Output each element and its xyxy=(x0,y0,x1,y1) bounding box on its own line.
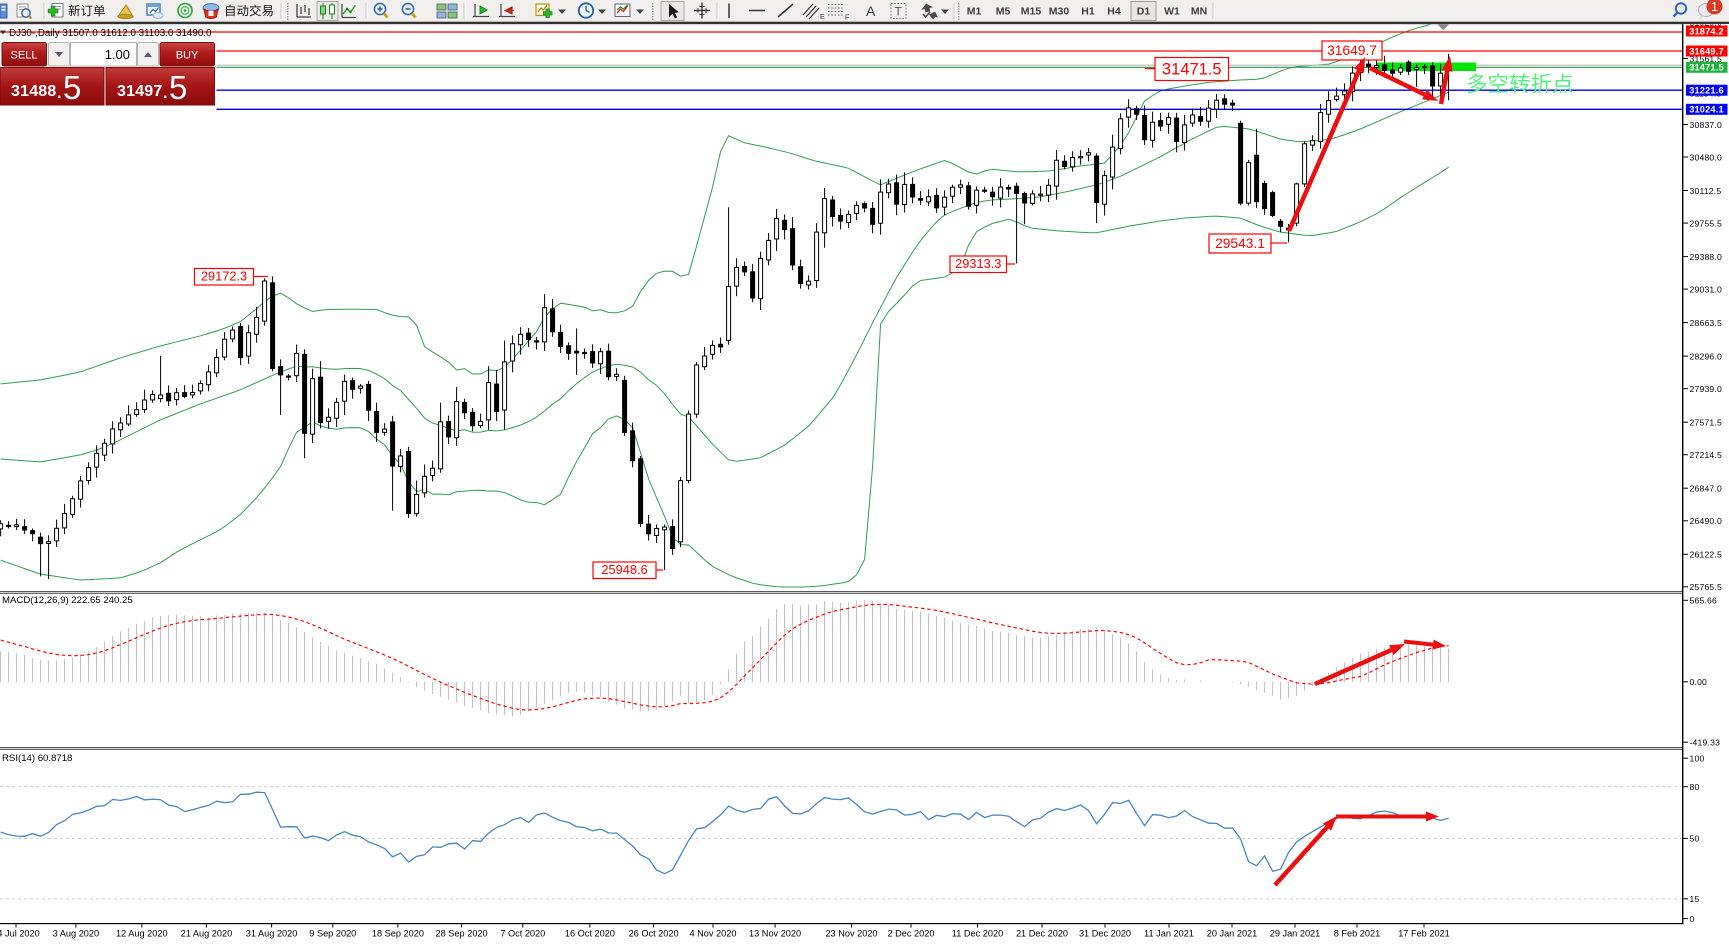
svg-text:27214.5: 27214.5 xyxy=(1690,450,1722,460)
svg-text:0.00: 0.00 xyxy=(1690,677,1708,687)
svg-text:1.00: 1.00 xyxy=(105,47,130,62)
svg-text:26490.0: 26490.0 xyxy=(1690,516,1722,526)
svg-text:W1: W1 xyxy=(1164,6,1180,18)
svg-text:E: E xyxy=(820,14,825,21)
svg-text:16 Oct 2020: 16 Oct 2020 xyxy=(565,929,615,939)
svg-text:31649.7: 31649.7 xyxy=(1689,46,1724,56)
svg-text:31497: 31497 xyxy=(117,83,163,100)
svg-text:30837.0: 30837.0 xyxy=(1690,120,1722,130)
svg-text:26122.5: 26122.5 xyxy=(1690,550,1722,560)
svg-text:3 Aug 2020: 3 Aug 2020 xyxy=(53,929,100,939)
svg-text:20 Jan 2021: 20 Jan 2021 xyxy=(1207,929,1258,939)
svg-text:31649.7: 31649.7 xyxy=(1327,43,1377,58)
svg-text:M5: M5 xyxy=(996,6,1011,18)
svg-text:29755.5: 29755.5 xyxy=(1690,218,1722,228)
svg-text:30480.0: 30480.0 xyxy=(1690,152,1722,162)
svg-text:M30: M30 xyxy=(1049,6,1070,18)
svg-text:29543.1: 29543.1 xyxy=(1215,236,1265,251)
svg-text:31221.6: 31221.6 xyxy=(1689,86,1724,96)
svg-text:565.66: 565.66 xyxy=(1690,596,1718,606)
svg-text:11 Jan 2021: 11 Jan 2021 xyxy=(1144,929,1194,939)
svg-text:F: F xyxy=(845,15,849,22)
svg-text:4 Nov 2020: 4 Nov 2020 xyxy=(690,929,737,939)
svg-text:1: 1 xyxy=(1711,0,1718,14)
svg-text:31471.5: 31471.5 xyxy=(1162,60,1222,78)
svg-text:27939.0: 27939.0 xyxy=(1690,384,1722,394)
svg-text:31874.2: 31874.2 xyxy=(1689,26,1724,36)
svg-text:31024.1: 31024.1 xyxy=(1689,105,1724,115)
svg-text:0: 0 xyxy=(1690,914,1695,924)
svg-text:50: 50 xyxy=(1690,834,1700,844)
svg-text:29172.3: 29172.3 xyxy=(201,269,247,284)
svg-text:31471.5: 31471.5 xyxy=(1689,63,1724,73)
svg-text:8 Feb 2021: 8 Feb 2021 xyxy=(1334,929,1381,939)
svg-text:-419.33: -419.33 xyxy=(1690,738,1721,748)
svg-text:MACD(12,26,9) 222.65 240.25: MACD(12,26,9) 222.65 240.25 xyxy=(2,595,133,606)
svg-text:9 Sep 2020: 9 Sep 2020 xyxy=(309,929,356,939)
svg-text:17 Feb 2021: 17 Feb 2021 xyxy=(1398,929,1450,939)
svg-text:H1: H1 xyxy=(1081,6,1095,18)
svg-text:21 Aug 2020: 21 Aug 2020 xyxy=(181,929,233,939)
svg-text:DJ30-,Daily 31507.0 31612.0 3: DJ30-,Daily 31507.0 31612.0 31103.0 3149… xyxy=(9,28,212,39)
svg-text:29031.0: 29031.0 xyxy=(1690,284,1722,294)
svg-text:T: T xyxy=(895,5,903,19)
svg-text:A: A xyxy=(866,3,876,19)
svg-text:25948.6: 25948.6 xyxy=(601,562,647,577)
svg-text:31 Aug 2020: 31 Aug 2020 xyxy=(246,929,298,939)
svg-text:28 Sep 2020: 28 Sep 2020 xyxy=(436,929,488,939)
svg-text:RSI(14) 60.8718: RSI(14) 60.8718 xyxy=(2,753,72,764)
svg-text:30112.5: 30112.5 xyxy=(1690,186,1722,196)
svg-text:5: 5 xyxy=(169,69,187,106)
svg-text:M1: M1 xyxy=(967,6,982,18)
svg-text:5: 5 xyxy=(63,69,81,106)
svg-text:11 Dec 2020: 11 Dec 2020 xyxy=(952,929,1003,939)
svg-text:15: 15 xyxy=(1690,894,1700,904)
svg-text:.: . xyxy=(163,85,167,102)
svg-text:31 Dec 2020: 31 Dec 2020 xyxy=(1079,929,1131,939)
svg-text:26 Oct 2020: 26 Oct 2020 xyxy=(629,929,679,939)
svg-text:2 Dec 2020: 2 Dec 2020 xyxy=(888,929,935,939)
svg-text:.: . xyxy=(57,85,61,102)
svg-text:D1: D1 xyxy=(1137,6,1151,18)
svg-text:23 Nov 2020: 23 Nov 2020 xyxy=(825,929,877,939)
svg-text:29388.0: 29388.0 xyxy=(1690,252,1722,262)
svg-text:MN: MN xyxy=(1191,6,1207,18)
svg-text:29 Jan 2021: 29 Jan 2021 xyxy=(1270,929,1321,939)
svg-text:H4: H4 xyxy=(1107,6,1121,18)
svg-text:7 Oct 2020: 7 Oct 2020 xyxy=(500,929,545,939)
svg-text:18 Sep 2020: 18 Sep 2020 xyxy=(372,929,424,939)
svg-text:80: 80 xyxy=(1690,782,1700,792)
svg-text:29313.3: 29313.3 xyxy=(955,256,1001,271)
svg-text:M15: M15 xyxy=(1021,6,1042,18)
svg-text:25765.5: 25765.5 xyxy=(1690,582,1722,592)
svg-text:100: 100 xyxy=(1690,754,1705,764)
svg-text:SELL: SELL xyxy=(11,50,38,62)
svg-text:28663.5: 28663.5 xyxy=(1690,318,1722,328)
svg-text:21 Dec 2020: 21 Dec 2020 xyxy=(1016,929,1068,939)
svg-text:31488: 31488 xyxy=(11,83,57,100)
svg-text:12 Aug 2020: 12 Aug 2020 xyxy=(116,929,168,939)
svg-text:13 Nov 2020: 13 Nov 2020 xyxy=(749,929,801,939)
svg-text:BUY: BUY xyxy=(176,50,199,62)
svg-text:28296.0: 28296.0 xyxy=(1690,351,1722,361)
svg-text:24 Jul 2020: 24 Jul 2020 xyxy=(0,929,40,939)
svg-text:27571.5: 27571.5 xyxy=(1690,418,1722,428)
svg-text:26847.0: 26847.0 xyxy=(1690,484,1722,494)
